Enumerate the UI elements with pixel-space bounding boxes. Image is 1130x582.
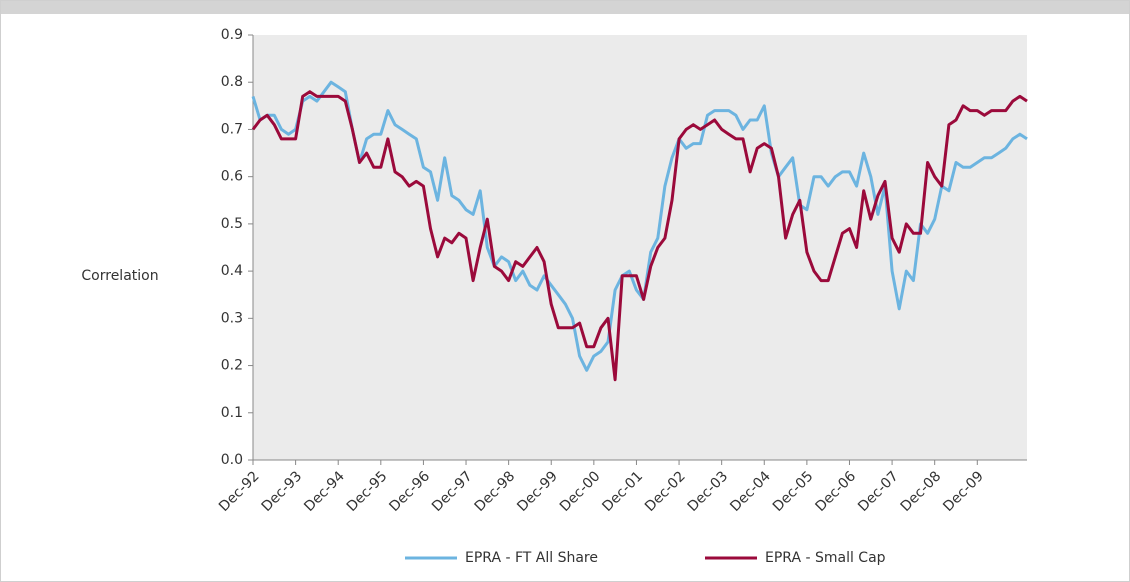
x-tick-label: Dec-06 [812,468,859,515]
y-axis-label: Correlation [81,268,158,284]
x-tick-label: Dec-09 [940,468,987,515]
x-tick-label: Dec-04 [727,468,774,515]
x-tick-label: Dec-01 [599,468,646,515]
x-tick-label: Dec-08 [898,468,945,515]
series-line [251,90,1028,382]
x-tick-label: Dec-99 [514,468,561,515]
x-tick-label: Dec-05 [770,468,817,515]
x-tick-label: Dec-94 [301,468,348,515]
header-bar [0,0,1130,14]
y-tick-label: 0.8 [221,74,243,90]
x-tick-label: Dec-92 [216,468,263,515]
y-tick-label: 0.2 [221,358,243,374]
y-tick-label: 0.3 [221,310,243,326]
series-line [251,80,1028,372]
plot-area [253,35,1027,460]
y-tick-label: 0.0 [221,452,243,468]
y-tick-label: 0.5 [221,216,243,232]
x-tick-label: Dec-00 [557,468,604,515]
y-tick-label: 0.6 [221,169,243,185]
y-tick-label: 0.4 [221,263,243,279]
legend-label: EPRA - Small Cap [765,550,886,566]
legend-label: EPRA - FT All Share [465,550,598,566]
x-tick-label: Dec-96 [386,468,433,515]
x-tick-label: Dec-98 [472,468,519,515]
x-tick-label: Dec-93 [259,468,306,515]
x-tick-label: Dec-97 [429,468,476,515]
y-tick-label: 0.9 [221,27,243,43]
y-tick-label: 0.7 [221,121,243,137]
y-tick-label: 0.1 [221,405,243,421]
x-tick-label: Dec-95 [344,468,391,515]
x-tick-label: Dec-02 [642,468,689,515]
x-tick-label: Dec-03 [685,468,732,515]
x-tick-label: Dec-07 [855,468,902,515]
